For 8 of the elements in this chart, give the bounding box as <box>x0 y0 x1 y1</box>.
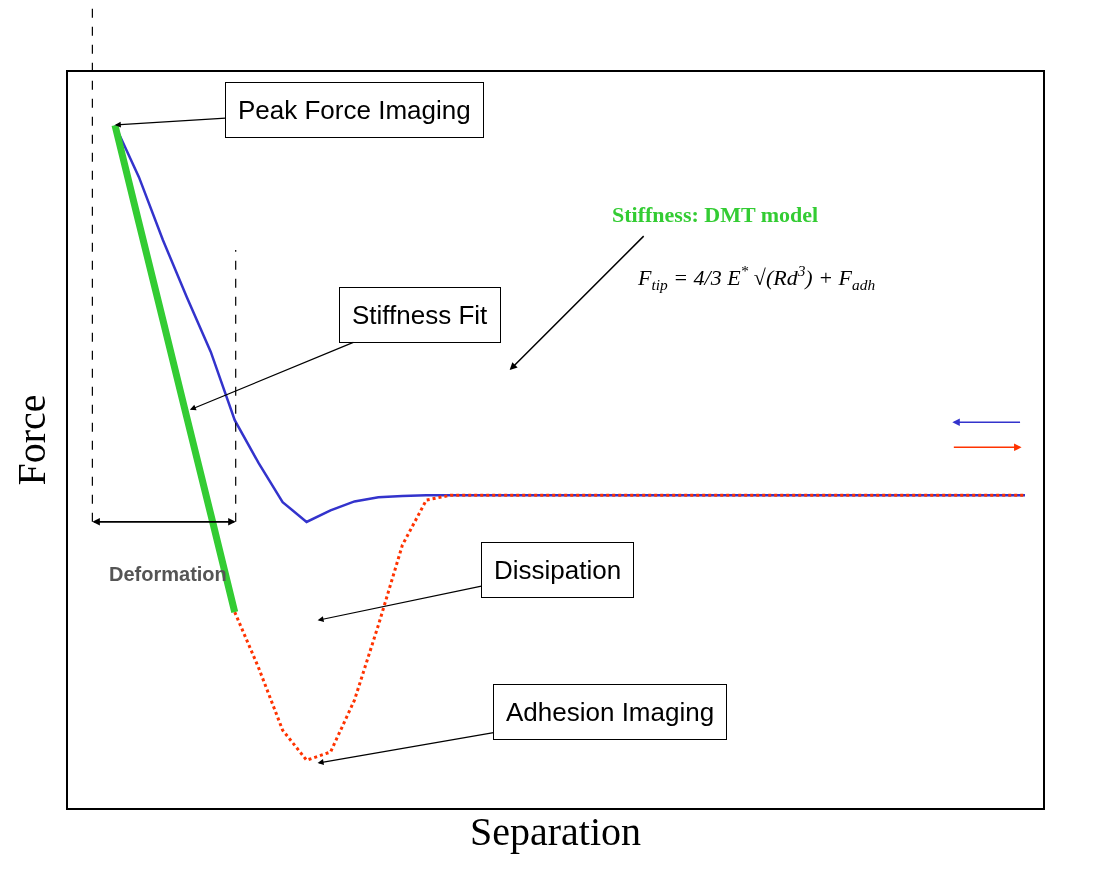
annotation: Adhesion Imaging <box>506 697 715 727</box>
x-axis-title: Separation <box>469 808 642 854</box>
y-axis-title: Force <box>9 394 55 486</box>
annotation: Stiffness Fit <box>352 300 489 330</box>
annotation: Stiffness: DMT model <box>612 202 819 227</box>
annotation: Peak Force Imaging <box>238 95 471 125</box>
annotation: F$_{tip}$ = 4/3 E$^{*}$ √(Rd$^{3}$) + F$_{adh}$ <box>637 262 876 293</box>
annotation: Dissipation <box>494 555 622 585</box>
